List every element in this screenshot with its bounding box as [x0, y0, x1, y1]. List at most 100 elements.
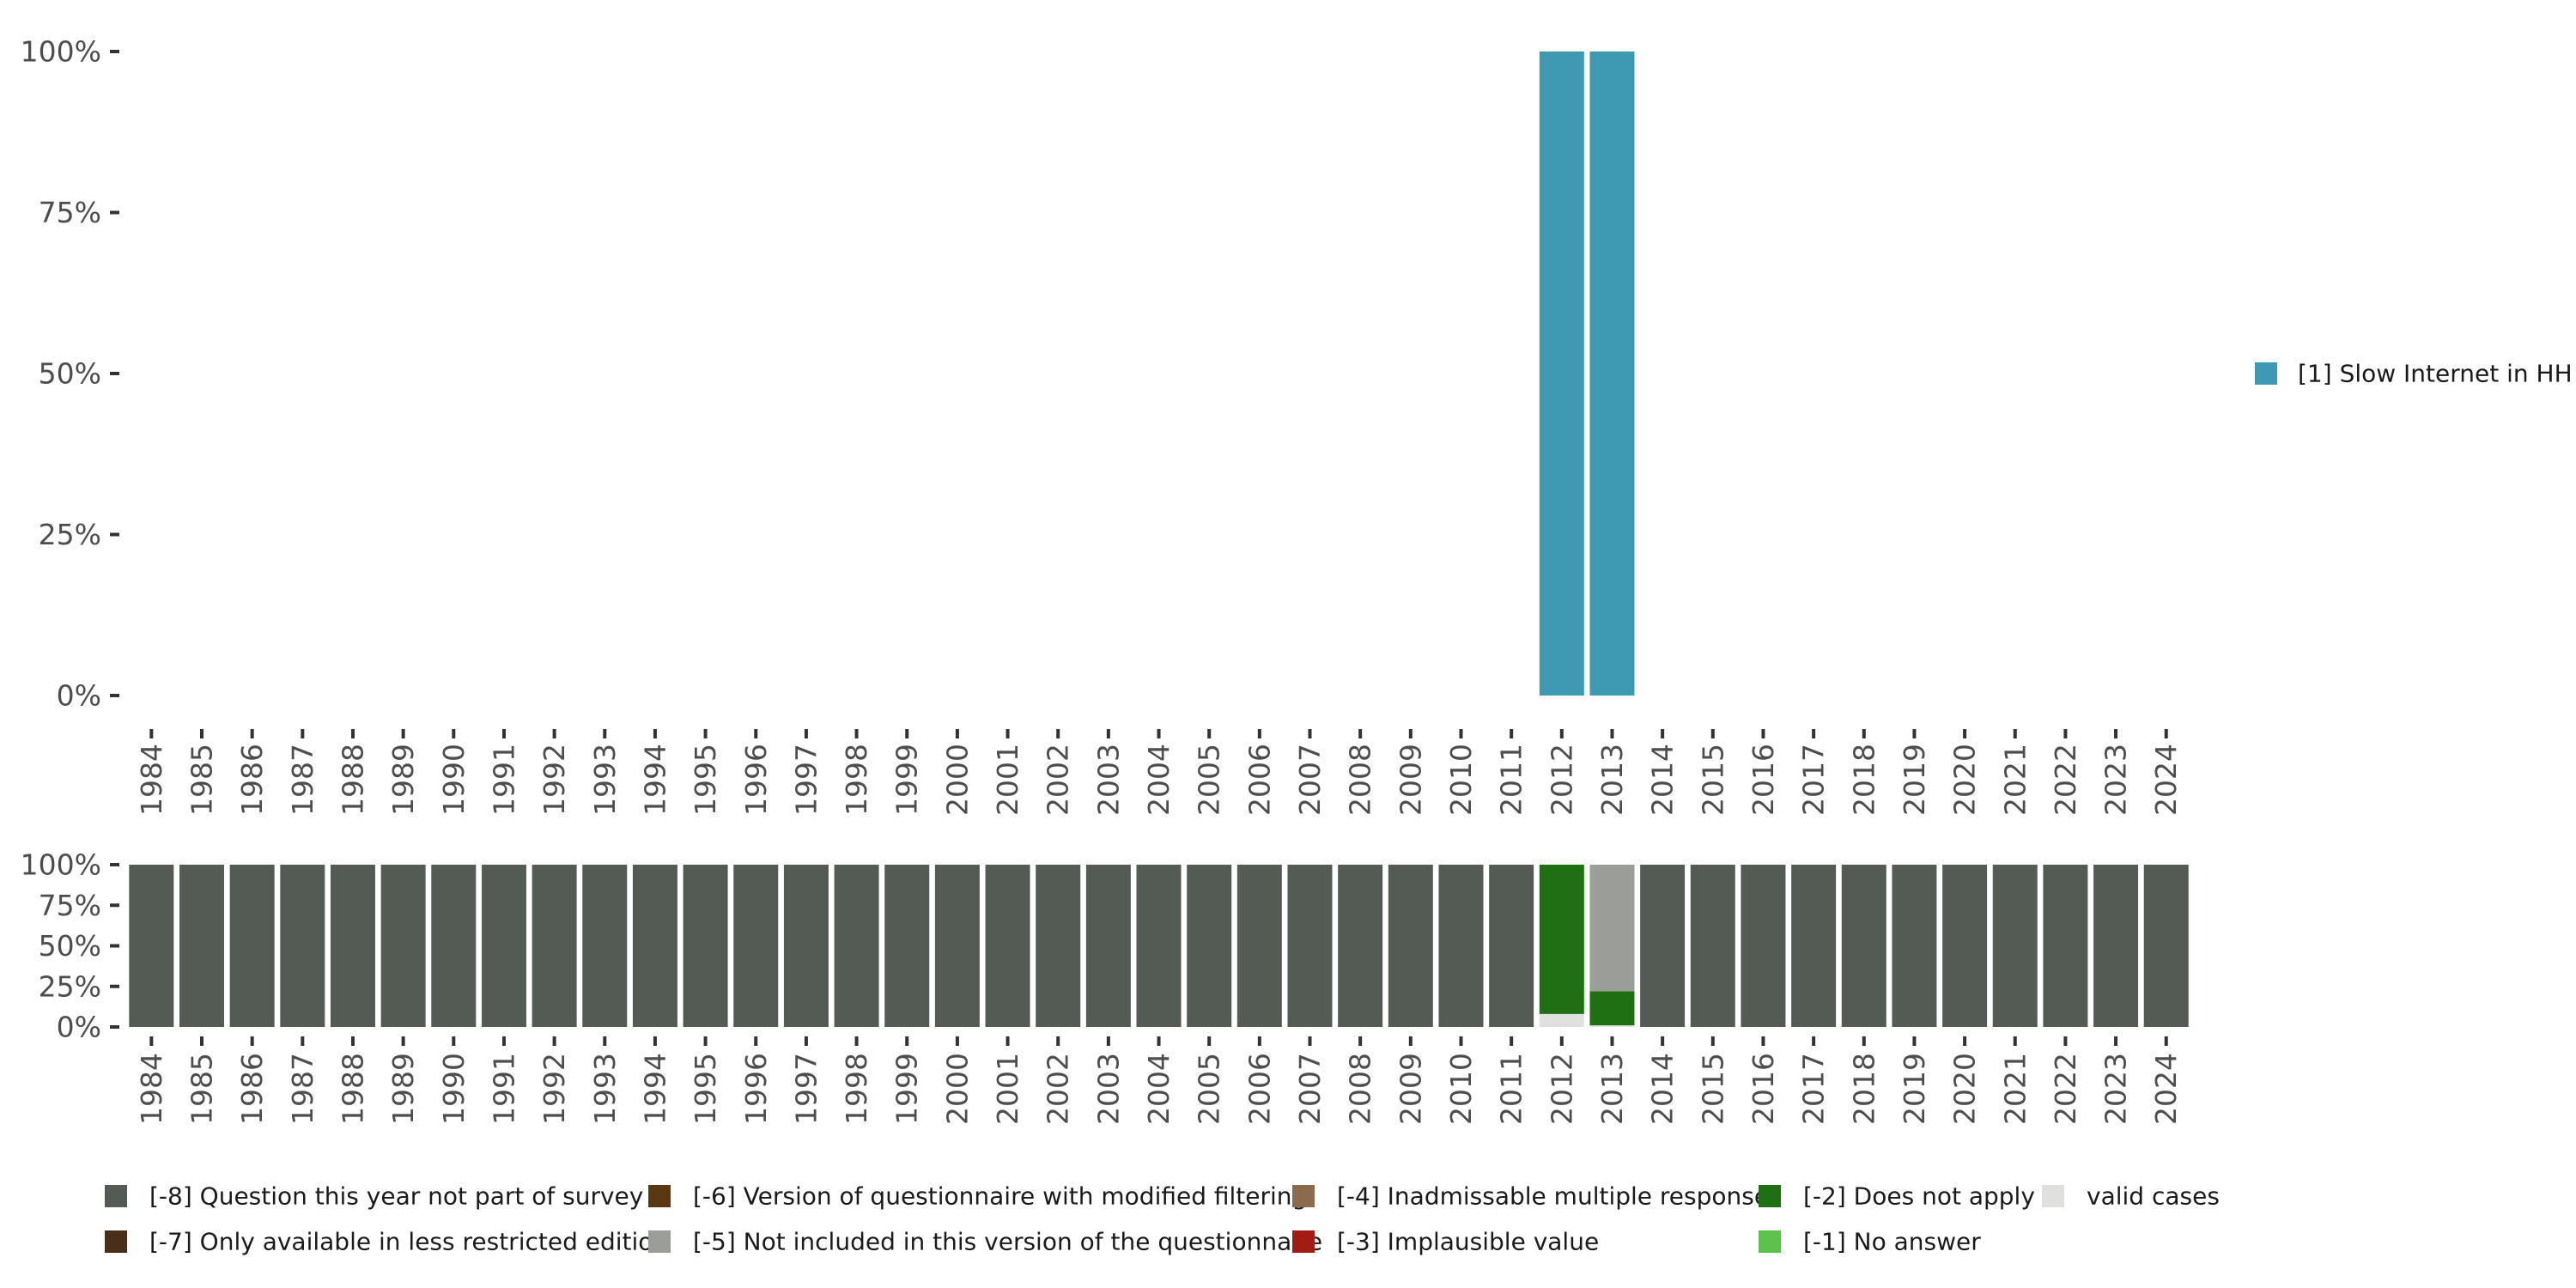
- bar-segment: [280, 865, 325, 1027]
- x-tick-label: 2001: [991, 744, 1024, 816]
- x-tick-label: 2013: [1595, 1053, 1629, 1125]
- x-tick-label: 2001: [991, 1053, 1024, 1125]
- bar-segment: [683, 865, 728, 1027]
- y-tick-label: 50%: [39, 357, 101, 391]
- bar-segment: [1942, 865, 1988, 1027]
- bar-segment: [1539, 865, 1584, 1014]
- x-tick-label: 2015: [1696, 1053, 1729, 1125]
- x-tick-label: 1986: [235, 1053, 269, 1125]
- x-tick-label: 1991: [487, 744, 520, 816]
- x-tick-label: 2013: [1595, 744, 1629, 816]
- x-tick-label: 2023: [2099, 1053, 2133, 1125]
- bar-segment: [481, 865, 526, 1027]
- bar-segment: [1892, 865, 1937, 1027]
- bar-segment: [733, 865, 779, 1027]
- bar-segment: [2093, 865, 2139, 1027]
- x-tick-label: 2021: [1998, 744, 2032, 816]
- x-tick-label: 2020: [1948, 1053, 1982, 1125]
- x-tick-label: 2016: [1747, 1053, 1780, 1125]
- x-tick-label: 1988: [336, 1053, 369, 1125]
- x-tick-label: 1990: [437, 1053, 471, 1125]
- bar-segment: [1085, 865, 1131, 1027]
- x-tick-label: 1994: [638, 1053, 671, 1125]
- x-tick-label: 2012: [1545, 1053, 1578, 1125]
- x-tick-label: 2024: [2149, 744, 2183, 816]
- x-tick-label: 1984: [135, 744, 168, 816]
- x-tick-label: 2020: [1948, 744, 1982, 816]
- legend-label: [-1] No answer: [1803, 1228, 1981, 1256]
- legend-swatch: [2255, 362, 2277, 385]
- y-tick-label: 50%: [39, 929, 101, 963]
- x-tick-label: 2022: [2049, 1053, 2082, 1125]
- bottom-chart-panel: 0% 25% 50% 75% 100% 1984 1985 1986 1987 1988 1989 1…: [21, 848, 2189, 1125]
- x-tick-label: 1991: [487, 1053, 520, 1125]
- x-tick-label: 2009: [1394, 1053, 1427, 1125]
- x-tick-label: 1993: [588, 1053, 622, 1125]
- bar-segment: [934, 865, 980, 1027]
- x-tick-label: 2008: [1344, 1053, 1377, 1125]
- y-tick-label: 75%: [39, 889, 101, 922]
- x-tick-label: 2014: [1646, 744, 1680, 816]
- x-tick-label: 1999: [890, 744, 924, 816]
- x-tick-label: 2006: [1242, 1053, 1276, 1125]
- bar-segment: [1489, 865, 1534, 1027]
- y-tick-label: 0%: [57, 1011, 101, 1044]
- bar: [1539, 52, 1584, 696]
- bar-segment: [229, 865, 275, 1027]
- x-tick-label: 2004: [1142, 744, 1176, 816]
- bar-segment: [2043, 865, 2088, 1027]
- legend-swatch: [1759, 1185, 1781, 1207]
- y-tick-label: 25%: [39, 518, 101, 551]
- legend-label: [-8] Question this year not part of surv…: [149, 1182, 643, 1211]
- bar-segment: [1236, 865, 1282, 1027]
- x-tick-label: 2011: [1495, 744, 1528, 816]
- x-tick-label: 1987: [286, 1053, 319, 1125]
- bar-segment: [1388, 865, 1433, 1027]
- x-tick-label: 1990: [437, 744, 471, 816]
- bar-segment: [1992, 865, 2038, 1027]
- bar-segment: [1589, 991, 1635, 1026]
- bar-segment: [884, 865, 930, 1027]
- y-tick-label: 0%: [57, 679, 101, 713]
- x-tick-label: 1988: [336, 744, 369, 816]
- bottom-chart-legend: [-8] Question this year not part of surv…: [105, 1182, 2220, 1256]
- legend-label: [-6] Version of questionnaire with modif…: [693, 1182, 1307, 1211]
- y-tick-label: 100%: [21, 35, 101, 69]
- bar-segment: [179, 865, 224, 1027]
- x-tick-label: 1992: [538, 1053, 571, 1125]
- x-tick-label: 2004: [1142, 1053, 1176, 1125]
- x-tick-label: 2014: [1646, 1053, 1680, 1125]
- x-tick-label: 2003: [1091, 744, 1125, 816]
- x-tick-label: 2019: [1898, 744, 1931, 816]
- bar-segment: [834, 865, 879, 1027]
- legend-swatch: [2042, 1185, 2064, 1207]
- x-tick-label: 1996: [739, 744, 773, 816]
- x-tick-label: 1985: [185, 1053, 218, 1125]
- top-chart-panel: 0% 25% 50% 75% 100% 1984 1985 1986 1987 1988 1989 1…: [21, 35, 2184, 817]
- bar-segment: [129, 865, 174, 1027]
- x-tick-label: 2017: [1797, 744, 1831, 816]
- x-tick-label: 1999: [890, 1053, 924, 1125]
- bar-segment: [1841, 865, 1886, 1027]
- x-tick-label: 1998: [840, 1053, 873, 1125]
- legend-swatch: [105, 1185, 127, 1207]
- bar-segment: [1438, 865, 1484, 1027]
- bar-segment: [1338, 865, 1383, 1027]
- x-tick-label: 2007: [1293, 1053, 1327, 1125]
- x-tick-label: 2022: [2049, 744, 2082, 816]
- x-tick-label: 2000: [940, 744, 974, 816]
- x-tick-label: 2023: [2099, 744, 2133, 816]
- top-chart-legend: [1] Slow Internet in HH: [2255, 360, 2573, 388]
- x-tick-label: 2006: [1242, 744, 1276, 816]
- bar-segment: [1539, 1013, 1584, 1027]
- legend-swatch: [105, 1230, 127, 1253]
- y-tick-label: 75%: [39, 196, 101, 229]
- x-tick-label: 1996: [739, 1053, 773, 1125]
- x-tick-label: 2024: [2149, 1053, 2183, 1125]
- x-tick-label: 2015: [1696, 744, 1729, 816]
- bar-segment: [330, 865, 375, 1027]
- legend-swatch: [648, 1185, 671, 1207]
- legend-label: valid cases: [2087, 1182, 2220, 1211]
- bar-segment: [380, 865, 426, 1027]
- bar-segment: [2143, 865, 2189, 1027]
